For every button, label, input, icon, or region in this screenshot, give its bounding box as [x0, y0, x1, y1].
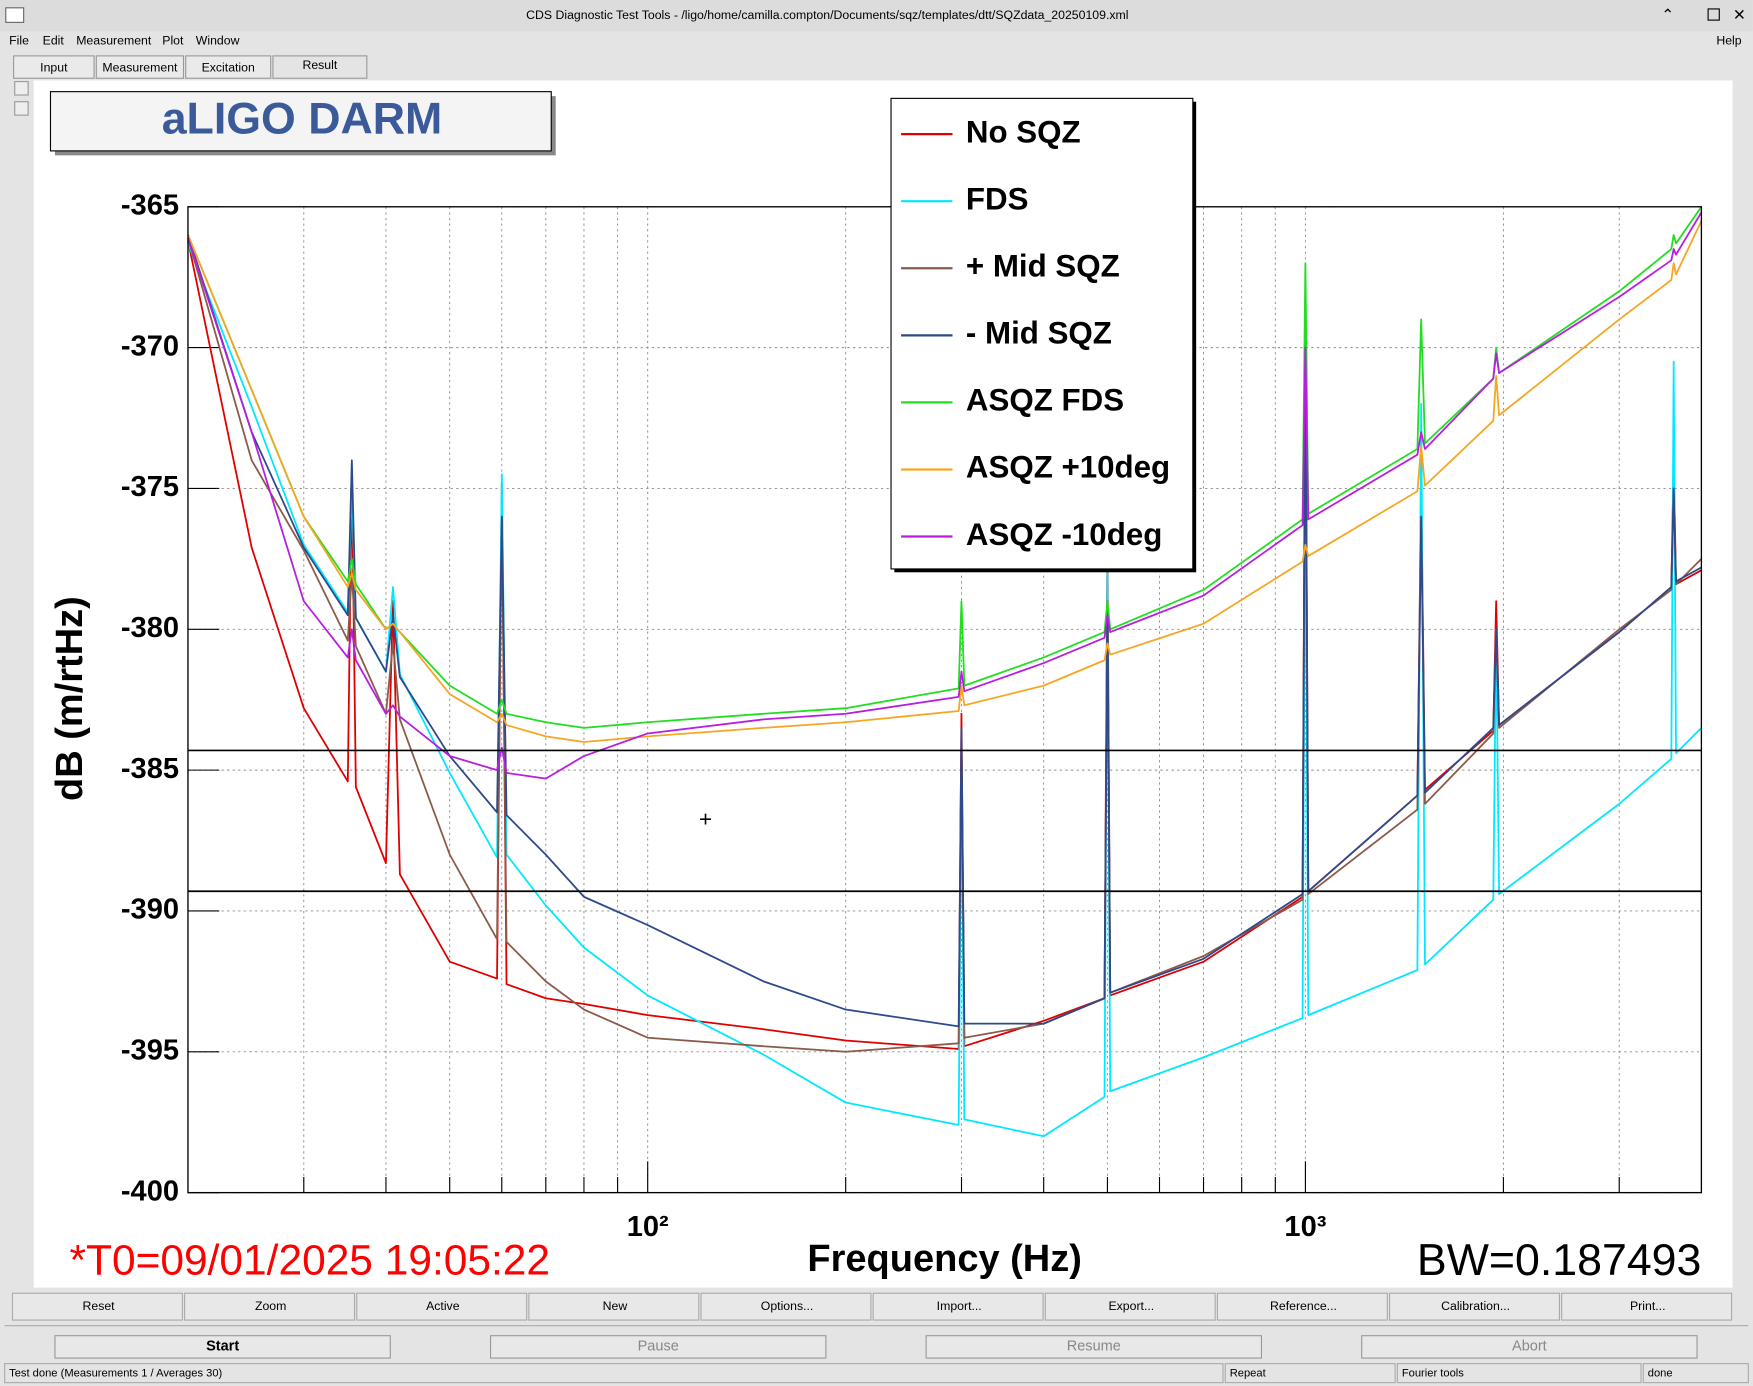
window-title: CDS Diagnostic Test Tools - /ligo/home/c… — [526, 8, 1128, 22]
series-line — [187, 220, 1703, 743]
control-row: Start Pause Resume Abort — [4, 1325, 1749, 1359]
button-label[interactable]: Reference... — [1270, 1299, 1337, 1313]
maximize-button[interactable] — [1707, 8, 1720, 21]
legend-label: ASQZ +10deg — [966, 450, 1170, 485]
button[interactable] — [1561, 1292, 1733, 1321]
y-tick-label: -380 — [121, 612, 179, 644]
status-text: done — [1648, 1368, 1673, 1380]
control-label[interactable]: Abort — [1512, 1339, 1547, 1355]
tab[interactable] — [95, 55, 185, 79]
menu-item[interactable]: File — [9, 34, 29, 48]
window-icon — [5, 7, 25, 23]
control-label[interactable]: Start — [206, 1339, 239, 1355]
series-line — [187, 234, 1702, 1028]
legend-label: - Mid SQZ — [966, 316, 1112, 351]
bw-annotation: BW=0.187493 — [1417, 1236, 1701, 1285]
button[interactable] — [11, 1292, 183, 1321]
button[interactable] — [1216, 1292, 1388, 1321]
scroll-arrow[interactable] — [14, 81, 29, 96]
status-bar: Test done (Measurements 1 / Averages 30)… — [4, 1363, 1749, 1384]
menu-bar: File Edit Measurement Plot Window — [9, 34, 239, 48]
series-line — [187, 211, 1703, 780]
button-label[interactable]: Import... — [937, 1299, 982, 1313]
button[interactable] — [1044, 1292, 1216, 1321]
button-label[interactable]: Active — [426, 1299, 460, 1313]
menu-item[interactable]: Measurement — [76, 34, 152, 48]
scroll-arrow[interactable] — [14, 101, 29, 116]
tab-label[interactable]: Input — [40, 60, 68, 74]
control-label[interactable]: Resume — [1067, 1339, 1121, 1355]
button-label[interactable]: New — [603, 1299, 628, 1313]
tab[interactable] — [272, 55, 368, 79]
control-button[interactable] — [489, 1335, 827, 1359]
button-label[interactable]: Reset — [83, 1299, 116, 1313]
legend-label: No SQZ — [966, 114, 1081, 149]
status-field — [1396, 1363, 1642, 1384]
y-axis-label: dB (m/rtHz) — [49, 596, 91, 801]
button-label[interactable]: Calibration... — [1441, 1299, 1510, 1313]
button[interactable] — [356, 1292, 528, 1321]
button-label[interactable]: Export... — [1108, 1299, 1154, 1313]
minimize-button[interactable]: ⌃ — [1661, 7, 1674, 24]
status-text: Repeat — [1230, 1368, 1267, 1380]
tab[interactable] — [13, 55, 95, 79]
y-tick-label: -400 — [121, 1175, 179, 1207]
chart-title: aLIGO DARM — [162, 95, 443, 144]
menu-help[interactable]: Help — [1716, 34, 1741, 48]
legend-label: + Mid SQZ — [966, 249, 1120, 284]
button-label[interactable]: Zoom — [255, 1299, 286, 1313]
status-text: Test done (Measurements 1 / Averages 30) — [9, 1368, 222, 1380]
y-tick-label: -390 — [121, 894, 179, 926]
menu-item[interactable]: Window — [196, 34, 240, 48]
button-row: Reset Zoom Active New Options... Import... Exp… — [11, 1292, 1733, 1321]
status-field — [1224, 1363, 1396, 1384]
y-tick-label: -375 — [121, 471, 179, 503]
legend-box — [890, 97, 1194, 570]
legend-label: ASQZ FDS — [966, 383, 1124, 418]
y-tick-label: -370 — [121, 330, 179, 362]
y-tick-label: -395 — [121, 1034, 179, 1066]
button[interactable] — [700, 1292, 872, 1321]
scrollbar — [1732, 80, 1749, 1288]
legend: No SQZ FDS + Mid SQZ - Mid SQZ ASQZ FDS ASQZ … — [890, 97, 1197, 573]
button[interactable] — [1388, 1292, 1560, 1321]
button[interactable] — [528, 1292, 700, 1321]
close-button[interactable]: ✕ — [1733, 7, 1746, 24]
menu-item[interactable]: Edit — [43, 34, 65, 48]
tab[interactable] — [185, 55, 272, 79]
x-tick-label: 10³ — [1284, 1211, 1326, 1243]
x-tick-label: 10² — [627, 1211, 669, 1243]
legend-label: FDS — [966, 181, 1029, 216]
status-text: Fourier tools — [1402, 1368, 1464, 1380]
button[interactable] — [872, 1292, 1044, 1321]
title-box — [49, 91, 552, 152]
button[interactable] — [184, 1292, 356, 1321]
status-field — [1642, 1363, 1749, 1384]
control-button[interactable] — [54, 1335, 391, 1359]
control-button[interactable] — [925, 1335, 1263, 1359]
tab-label[interactable]: Measurement — [102, 60, 178, 74]
tab-label[interactable]: Excitation — [202, 60, 255, 74]
title-bar — [0, 0, 1753, 32]
cursor-cross: + — [699, 806, 712, 831]
y-tick-label: -365 — [121, 189, 179, 221]
control-button[interactable] — [1361, 1335, 1698, 1359]
button-label[interactable]: Print... — [1630, 1299, 1666, 1313]
y-tick-label: -385 — [121, 753, 179, 785]
x-axis-label: Frequency (Hz) — [807, 1238, 1081, 1280]
plot-pad — [33, 80, 1733, 1288]
tab-label[interactable]: Result — [302, 58, 337, 72]
legend-label: ASQZ -10deg — [966, 517, 1162, 552]
control-label[interactable]: Pause — [638, 1339, 679, 1355]
menu-item[interactable]: Plot — [162, 34, 184, 48]
status-field — [4, 1363, 1224, 1384]
tab-bar: Input Measurement Excitation Result — [13, 55, 368, 79]
t0-annotation: *T0=09/01/2025 19:05:22 — [69, 1236, 550, 1283]
button-label[interactable]: Options... — [761, 1299, 814, 1313]
